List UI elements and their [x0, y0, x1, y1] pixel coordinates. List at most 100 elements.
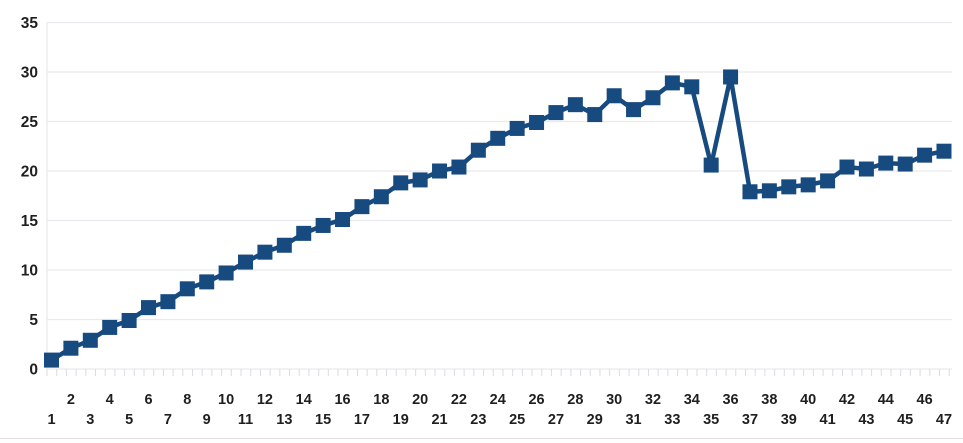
data-point-marker-47	[936, 143, 952, 159]
x-axis-tick-label: 6	[144, 392, 152, 408]
y-axis-tick-label: 5	[29, 312, 38, 329]
data-point-marker-33	[664, 75, 680, 91]
x-axis-tick-label: 23	[470, 412, 486, 428]
y-axis-tick-label: 25	[21, 114, 39, 131]
x-axis-tick-label: 1	[47, 412, 55, 428]
data-point-marker-41	[820, 173, 836, 189]
y-axis-tick-label: 10	[21, 263, 38, 280]
data-point-marker-9	[199, 274, 215, 290]
data-point-marker-40	[800, 177, 816, 193]
data-point-marker-13	[276, 237, 292, 253]
x-axis-tick-label: 36	[722, 392, 738, 408]
x-axis-tick-label: 35	[703, 412, 719, 428]
data-series-line	[50, 76, 945, 363]
data-point-marker-31	[626, 102, 642, 118]
data-point-marker-29	[587, 107, 603, 123]
data-point-marker-26	[529, 114, 545, 130]
data-point-marker-35	[703, 157, 719, 173]
data-point-marker-34	[684, 79, 700, 95]
x-axis-tick-label: 29	[587, 412, 603, 428]
x-axis-tick-label: 47	[936, 412, 952, 428]
data-point-marker-23	[470, 142, 486, 158]
y-axis-tick-label: 30	[21, 65, 38, 82]
data-point-marker-28	[567, 97, 583, 113]
data-point-marker-16	[335, 212, 351, 228]
x-axis-tick-label: 10	[218, 392, 234, 408]
x-axis-tick-label: 12	[257, 392, 273, 408]
x-axis-tick-label: 41	[820, 412, 836, 428]
data-point-marker-10	[218, 265, 234, 281]
data-point-marker-11	[238, 254, 254, 270]
x-axis-tick-label: 14	[296, 392, 312, 408]
x-axis-tick-label: 43	[858, 412, 874, 428]
x-axis-tick-label: 2	[67, 392, 75, 408]
data-point-marker-18	[373, 189, 389, 205]
data-point-marker-3	[82, 332, 98, 348]
data-point-marker-24	[490, 130, 506, 146]
x-axis-tick-label: 11	[238, 412, 253, 428]
x-axis-tick-label: 19	[393, 412, 409, 428]
x-axis-tick-label: 31	[625, 412, 641, 428]
data-point-marker-45	[897, 156, 913, 172]
x-axis-tick-label: 34	[684, 392, 700, 408]
x-axis-tick-label: 40	[800, 392, 816, 408]
x-axis-tick-label: 25	[509, 412, 525, 428]
data-point-marker-20	[412, 172, 428, 188]
x-axis-tick-label: 3	[86, 412, 94, 428]
x-axis-tick-label: 38	[761, 392, 777, 408]
x-axis-tick-label: 4	[106, 392, 114, 408]
data-point-marker-22	[451, 159, 467, 175]
x-axis-tick-label: 37	[742, 412, 758, 428]
x-axis-tick-label: 39	[781, 412, 797, 428]
x-axis-tick-label: 13	[276, 412, 292, 428]
data-point-marker-6	[141, 300, 157, 316]
data-point-marker-36	[723, 69, 739, 85]
data-point-marker-21	[432, 163, 448, 179]
data-point-marker-15	[315, 217, 331, 233]
y-axis-tick-label: 20	[21, 164, 38, 181]
data-point-marker-30	[606, 88, 622, 104]
x-axis-tick-label: 26	[528, 392, 544, 408]
data-point-marker-42	[839, 159, 855, 175]
x-axis-tick-label: 32	[645, 392, 661, 408]
data-point-marker-1	[44, 352, 59, 368]
data-point-marker-5	[121, 312, 137, 328]
data-point-marker-4	[102, 319, 118, 335]
data-point-marker-12	[257, 244, 273, 260]
x-axis-tick-label: 30	[606, 392, 622, 408]
data-point-marker-17	[354, 199, 370, 215]
x-axis-tick-label: 22	[451, 392, 467, 408]
screenshot-bottom-edge	[0, 438, 963, 439]
data-point-marker-2	[63, 340, 79, 356]
x-axis-tick-label: 42	[839, 392, 855, 408]
data-point-marker-27	[548, 105, 564, 121]
x-axis-tick-label: 44	[878, 392, 894, 408]
data-point-marker-44	[878, 155, 894, 171]
data-point-marker-38	[761, 183, 777, 199]
x-axis-tick-label: 5	[125, 412, 133, 428]
data-point-marker-14	[296, 225, 312, 241]
y-axis-tick-label: 0	[29, 362, 38, 379]
x-axis-tick-label: 46	[917, 392, 933, 408]
data-point-marker-25	[509, 120, 525, 136]
data-point-marker-43	[858, 161, 874, 177]
x-axis-tick-label: 16	[334, 392, 350, 408]
data-point-marker-46	[917, 147, 933, 163]
x-axis-tick-label: 7	[164, 412, 172, 428]
data-point-marker-32	[645, 90, 661, 106]
data-point-marker-7	[160, 294, 176, 310]
x-axis-tick-label: 27	[548, 412, 564, 428]
x-axis-tick-label: 15	[315, 412, 331, 428]
x-axis-tick-label: 8	[183, 392, 191, 408]
x-axis-tick-label: 9	[203, 412, 211, 428]
data-point-marker-39	[781, 179, 797, 195]
x-axis-tick-label: 21	[431, 412, 447, 428]
x-axis-tick-label: 45	[897, 412, 913, 428]
x-axis-tick-label: 20	[412, 392, 428, 408]
x-axis-tick-label: 28	[567, 392, 583, 408]
x-axis-tick-label: 24	[490, 392, 506, 408]
x-axis-tick-label: 17	[354, 412, 370, 428]
data-point-marker-19	[393, 175, 409, 191]
